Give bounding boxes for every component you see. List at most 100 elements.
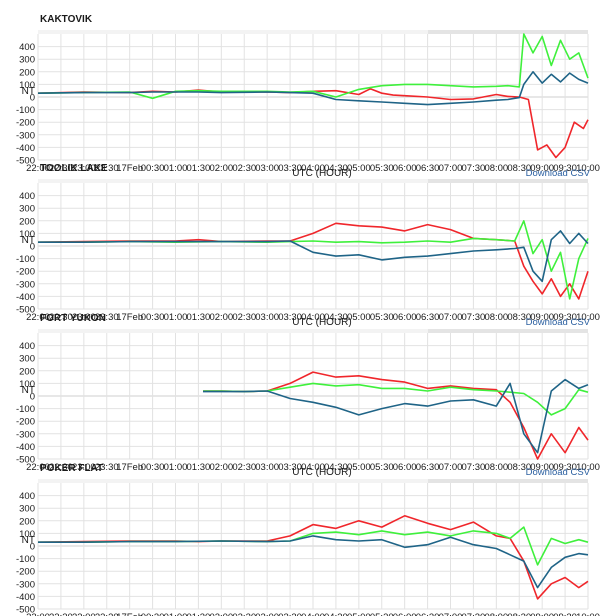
- plot-top-strip: [38, 179, 588, 183]
- download-csv-link[interactable]: Download CSV: [526, 317, 591, 328]
- series-line-green: [37, 33, 589, 100]
- x-tick-label: 01:30: [187, 612, 211, 616]
- x-tick-label: 06:30: [416, 462, 440, 473]
- x-tick-label: 08:00: [484, 312, 508, 323]
- y-axis-label: NT: [22, 235, 35, 246]
- x-tick-label: 06:00: [393, 612, 417, 616]
- panel-title: TOOLIK LAKE: [40, 163, 108, 174]
- panel-title: POKER FLAT: [40, 463, 103, 474]
- x-tick-label: 04:00: [301, 462, 325, 473]
- x-tick-label: 04:30: [324, 612, 348, 616]
- y-tick-label: 0: [30, 93, 35, 104]
- y-tick-label: 200: [19, 516, 35, 527]
- x-tick-label: 09:00: [530, 612, 554, 616]
- x-tick-label: 22:30: [49, 612, 73, 616]
- y-tick-label: 0: [30, 242, 35, 253]
- x-tick-label: 05:00: [347, 163, 371, 174]
- x-tick-label: 09:00: [530, 462, 554, 473]
- x-tick-label: 23:30: [95, 312, 119, 323]
- x-tick-label: 22:00: [26, 312, 50, 323]
- x-tick-label: 06:30: [416, 163, 440, 174]
- range-selector[interactable]: [428, 30, 588, 34]
- x-tick-label: 10:00: [576, 462, 600, 473]
- y-tick-label: -500: [16, 156, 35, 167]
- range-selector[interactable]: [428, 329, 588, 333]
- x-tick-label: 07:00: [439, 612, 463, 616]
- plot-top-strip: [38, 479, 588, 483]
- x-tick-label: 22:30: [49, 462, 73, 473]
- y-axis-label: NT: [22, 86, 35, 97]
- y-tick-label: -200: [16, 417, 35, 428]
- series-line-red: [203, 371, 589, 460]
- y-tick-label: 400: [19, 491, 35, 502]
- x-tick-label: 03:30: [278, 462, 302, 473]
- x-tick-label: 23:30: [95, 462, 119, 473]
- y-tick-label: -100: [16, 105, 35, 116]
- download-csv-link[interactable]: Download CSV: [526, 467, 591, 478]
- y-tick-label: -100: [16, 254, 35, 265]
- x-tick-label: 06:00: [393, 312, 417, 323]
- x-tick-label: 00:30: [141, 462, 165, 473]
- x-tick-label: 05:00: [347, 612, 371, 616]
- x-tick-label: 10:00: [576, 612, 600, 616]
- plot-top-strip: [38, 329, 588, 333]
- x-tick-label: 17Feb: [116, 462, 143, 473]
- x-tick-label: 03:30: [278, 312, 302, 323]
- y-axis-label: NT: [22, 385, 35, 396]
- x-tick-label: 23:00: [72, 163, 96, 174]
- y-tick-label: 400: [19, 42, 35, 53]
- x-axis-label: UTC (HOUR): [292, 317, 351, 328]
- y-tick-label: 100: [19, 379, 35, 390]
- x-tick-label: 01:00: [164, 462, 188, 473]
- y-tick-label: -400: [16, 143, 35, 154]
- x-tick-label: 17Feb: [116, 612, 143, 616]
- y-tick-label: 300: [19, 504, 35, 515]
- series-line-blue: [38, 535, 589, 589]
- x-tick-label: 07:00: [439, 163, 463, 174]
- x-tick-label: 06:00: [393, 163, 417, 174]
- y-tick-label: 300: [19, 55, 35, 66]
- x-tick-label: 01:00: [164, 612, 188, 616]
- x-tick-label: 05:30: [370, 163, 394, 174]
- x-tick-label: 00:30: [141, 312, 165, 323]
- panel-title: FORT YUKON: [40, 313, 106, 324]
- x-tick-label: 08:30: [507, 462, 531, 473]
- range-selector[interactable]: [428, 479, 588, 483]
- x-tick-label: 09:00: [530, 312, 554, 323]
- x-tick-label: 02:30: [232, 462, 256, 473]
- x-tick-label: 03:30: [278, 612, 302, 616]
- y-tick-label: -200: [16, 567, 35, 578]
- x-tick-label: 09:30: [553, 612, 577, 616]
- x-tick-label: 09:30: [553, 163, 577, 174]
- y-tick-label: 200: [19, 216, 35, 227]
- x-tick-label: 05:30: [370, 312, 394, 323]
- x-tick-label: 02:30: [232, 612, 256, 616]
- x-tick-label: 01:30: [187, 163, 211, 174]
- x-tick-label: 01:00: [164, 163, 188, 174]
- x-tick-label: 08:30: [507, 612, 531, 616]
- download-csv-link[interactable]: Download CSV: [526, 168, 591, 179]
- x-tick-label: 22:30: [49, 163, 73, 174]
- x-tick-label: 06:30: [416, 612, 440, 616]
- x-tick-label: 23:30: [95, 612, 119, 616]
- y-tick-label: 0: [30, 542, 35, 553]
- x-tick-label: 07:30: [462, 462, 486, 473]
- y-tick-label: -100: [16, 404, 35, 415]
- y-tick-label: -300: [16, 130, 35, 141]
- range-selector[interactable]: [428, 179, 588, 183]
- series-line-blue: [203, 378, 589, 454]
- x-tick-label: 22:00: [26, 612, 50, 616]
- x-tick-label: 06:30: [416, 312, 440, 323]
- x-tick-label: 01:30: [187, 462, 211, 473]
- y-axis-label: NT: [22, 535, 35, 546]
- y-tick-label: 300: [19, 354, 35, 365]
- y-tick-label: -400: [16, 592, 35, 603]
- x-tick-label: 03:30: [278, 163, 302, 174]
- x-tick-label: 10:00: [576, 312, 600, 323]
- x-tick-label: 04:00: [301, 163, 325, 174]
- x-tick-label: 08:00: [484, 612, 508, 616]
- x-tick-label: 07:30: [462, 312, 486, 323]
- x-tick-label: 04:30: [324, 462, 348, 473]
